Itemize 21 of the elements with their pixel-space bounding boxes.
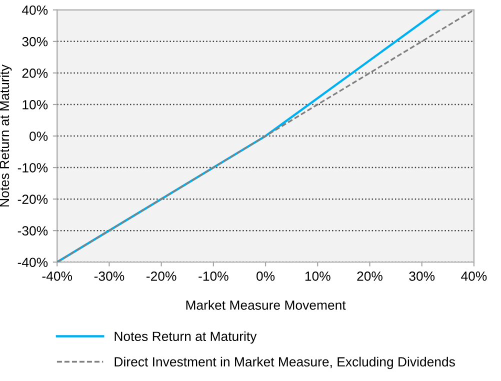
x-tick-label: 0%: [256, 272, 275, 281]
y-tick-label: 10%: [22, 100, 48, 110]
y-tick-label: -10%: [18, 163, 48, 172]
x-tick-label: -40%: [42, 272, 72, 281]
legend-label: Direct Investment in Market Measure, Excluding Dividends: [114, 356, 455, 370]
legend-label: Notes Return at Maturity: [114, 331, 257, 344]
x-axis-title: Market Measure Movement: [186, 300, 346, 310]
y-tick-label: -20%: [18, 194, 48, 204]
x-tick-label: -10%: [198, 272, 228, 281]
x-tick-label: -20%: [146, 272, 176, 281]
y-tick-label: 30%: [22, 37, 48, 46]
y-tick-label: 0%: [30, 132, 48, 141]
x-tick-label: 10%: [305, 272, 330, 281]
x-tick-label: -30%: [94, 272, 124, 281]
y-tick-label: -30%: [18, 226, 48, 236]
x-tick-label: 40%: [461, 272, 487, 281]
y-tick-label: 40%: [22, 5, 48, 15]
x-tick-label: 30%: [409, 272, 435, 281]
y-tick-label: 20%: [22, 68, 48, 78]
x-tick-label: 20%: [357, 272, 382, 281]
y-tick-label: -40%: [18, 258, 48, 268]
